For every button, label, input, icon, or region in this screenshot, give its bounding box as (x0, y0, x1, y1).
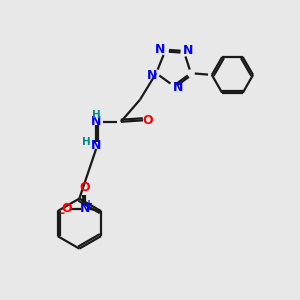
Text: O: O (62, 202, 73, 215)
Text: N: N (91, 115, 101, 128)
Text: N: N (173, 81, 184, 94)
Text: N: N (80, 202, 90, 215)
Text: H: H (82, 137, 91, 147)
Text: O: O (80, 181, 90, 194)
Text: N: N (147, 69, 157, 82)
Text: O: O (142, 114, 153, 127)
Text: -: - (60, 207, 65, 220)
Text: +: + (85, 199, 93, 209)
Text: H: H (92, 110, 100, 120)
Text: N: N (155, 43, 166, 56)
Text: N: N (91, 139, 101, 152)
Text: N: N (183, 44, 194, 57)
